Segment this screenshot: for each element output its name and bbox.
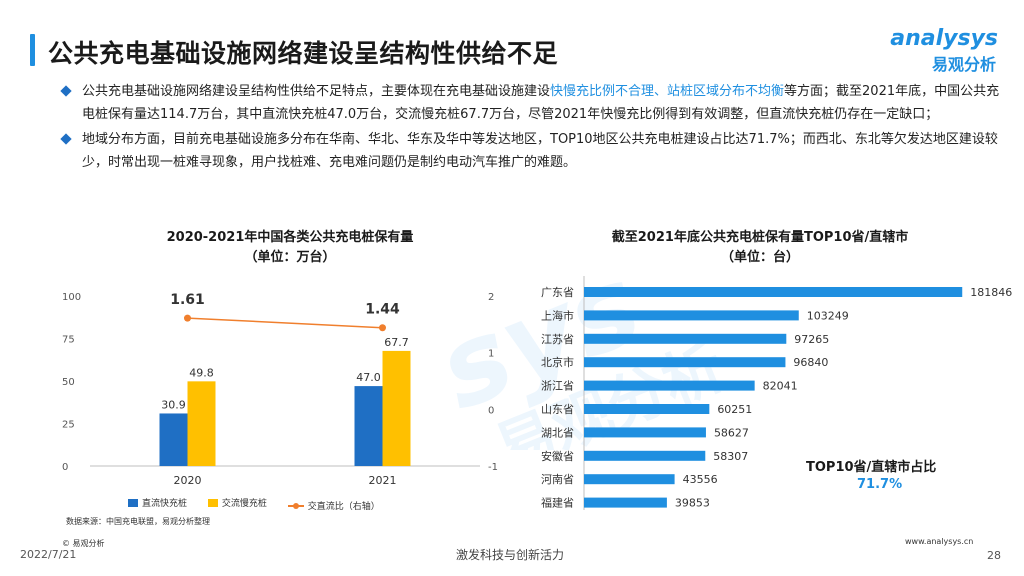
x-tick-label: 2020 xyxy=(174,474,202,487)
hbar-value-label: 60251 xyxy=(717,403,752,416)
bullet-highlight: 快慢充比例不合理、站桩区域分布不均衡 xyxy=(550,84,785,99)
category-label: 江苏省 xyxy=(541,333,574,346)
top10-share-label: TOP10省/直辖市占比 xyxy=(806,460,937,475)
data-source: 数据来源：中国充电联盟，易观分析整理 xyxy=(66,517,210,526)
y2-tick-label: 0 xyxy=(488,405,494,416)
top10-share-value: 71.7% xyxy=(857,477,903,492)
category-label: 浙江省 xyxy=(541,380,574,393)
hbar-value-label: 97265 xyxy=(794,333,829,346)
bar-value-label: 67.7 xyxy=(384,336,409,349)
y2-tick-label: -1 xyxy=(488,462,498,473)
y-tick-label: 50 xyxy=(62,377,75,388)
y-tick-label: 100 xyxy=(62,292,81,303)
bar-ac xyxy=(187,381,216,466)
legend-item-ac: 交流慢充桩 xyxy=(207,496,267,509)
report-date: 2022/7/21 xyxy=(20,548,77,561)
legend-line-marker xyxy=(287,502,304,509)
right-chart-subtitle: （单位：台） xyxy=(720,250,799,265)
category-label: 北京市 xyxy=(541,355,574,369)
bar-ac xyxy=(382,350,411,466)
left-chart-subtitle: （单位：万台） xyxy=(244,250,336,265)
bar-value-label: 47.0 xyxy=(356,371,381,384)
ratio-point xyxy=(184,314,191,322)
footer-slogan: 激发科技与创新活力 xyxy=(456,548,565,562)
legend-swatch-yellow xyxy=(207,498,218,507)
legend-label: 交直流比（右轴） xyxy=(307,502,380,512)
hbar xyxy=(584,497,667,508)
bar-dc xyxy=(354,386,383,466)
category-label: 河南省 xyxy=(541,473,574,486)
hbar-value-label: 103249 xyxy=(807,309,849,322)
category-label: 广东省 xyxy=(541,286,574,299)
legend-label: 交流慢充桩 xyxy=(221,499,267,509)
hbar-value-label: 58307 xyxy=(713,450,748,463)
hbar xyxy=(584,310,799,321)
left-chart-title: 2020-2021年中国各类公共充电桩保有量 （单位：万台） xyxy=(100,228,480,268)
website-link[interactable]: www.analysys.cn xyxy=(905,537,974,546)
legend-item-dc: 直流快充桩 xyxy=(128,496,187,509)
y2-tick-label: 2 xyxy=(488,292,494,303)
ratio-line xyxy=(187,317,383,329)
hbar xyxy=(584,404,710,414)
y-tick-label: 75 xyxy=(62,335,75,346)
right-chart-title-main: 截至2021年底公共充电桩保有量TOP10省/直辖市 xyxy=(611,230,909,245)
category-label: 安徽省 xyxy=(541,449,574,463)
bar-value-label: 49.8 xyxy=(189,366,214,379)
page-title: 公共充电基础设施网络建设呈结构性供给不足 xyxy=(48,39,559,68)
hbar xyxy=(584,474,675,485)
hbar xyxy=(584,287,963,297)
bar-dc xyxy=(159,413,188,466)
legend-label: 直流快充桩 xyxy=(142,499,188,509)
ratio-value-label: 1.44 xyxy=(365,302,400,318)
right-chart-title: 截至2021年底公共充电桩保有量TOP10省/直辖市 （单位：台） xyxy=(540,228,980,268)
category-label: 山东省 xyxy=(541,403,574,416)
page-number: 28 xyxy=(987,549,1001,562)
bullet-list: 公共充电基础设施网络建设呈结构性供给不足特点，主要体现在充电基础设施建设快慢充比… xyxy=(60,80,1002,176)
logo-wordmark: analysys xyxy=(890,26,998,51)
bar-value-label: 30.9 xyxy=(161,398,186,411)
bullet-item: 公共充电基础设施网络建设呈结构性供给不足特点，主要体现在充电基础设施建设快慢充比… xyxy=(60,80,1002,126)
bullet-text-pre: 公共充电基础设施网络建设呈结构性供给不足特点，主要体现在充电基础设施建设 xyxy=(82,84,551,99)
analysys-logo: analysys 易观分析 xyxy=(866,26,998,76)
title-accent-bar xyxy=(30,34,35,66)
hbar xyxy=(584,450,706,461)
y-tick-label: 25 xyxy=(62,420,75,431)
hbar-value-label: 39853 xyxy=(675,497,710,510)
left-chart-legend: 直流快充桩 交流慢充桩 交直流比（右轴） xyxy=(128,496,398,512)
hbar xyxy=(584,333,787,344)
hbar-value-label: 181846 xyxy=(970,286,1012,299)
legend-swatch-blue xyxy=(128,498,138,507)
ratio-value-label: 1.61 xyxy=(170,292,205,308)
hbar-value-label: 43556 xyxy=(683,473,718,486)
category-label: 上海市 xyxy=(541,308,574,322)
hbar-value-label: 58627 xyxy=(714,426,749,439)
hbar xyxy=(584,357,786,368)
hbar-value-label: 96840 xyxy=(793,356,828,369)
y-tick-label: 0 xyxy=(62,462,68,473)
ratio-point xyxy=(379,324,386,332)
x-tick-label: 2021 xyxy=(369,474,397,487)
hbar-value-label: 82041 xyxy=(763,380,798,393)
bullet-text-pre: 地域分布方面，目前充电基础设施多分布在华南、华北、华东及华中等发达地区，TOP1… xyxy=(82,132,998,170)
copyright: © 易观分析 xyxy=(62,539,105,548)
category-label: 福建省 xyxy=(541,496,574,510)
bullet-item: 地域分布方面，目前充电基础设施多分布在华南、华北、华东及华中等发达地区，TOP1… xyxy=(60,128,1002,174)
legend-item-ratio: 交直流比（右轴） xyxy=(287,499,380,512)
hbar xyxy=(584,427,706,438)
hbar xyxy=(584,380,755,391)
logo-chinese: 易观分析 xyxy=(931,55,996,74)
y2-tick-label: 1 xyxy=(488,349,494,360)
left-chart-title-main: 2020-2021年中国各类公共充电桩保有量 xyxy=(166,230,414,245)
category-label: 湖北省 xyxy=(541,426,574,439)
bullet-text-post: 等方面；截至2021年底，中国公共充电桩保有量达114.7万台，其中直流快充桩4… xyxy=(82,84,1000,122)
